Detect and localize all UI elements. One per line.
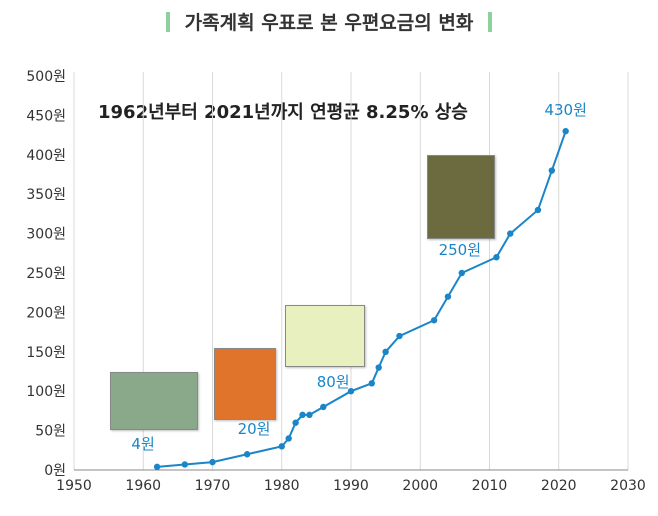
- data-label: 250원: [439, 241, 481, 259]
- data-point: [375, 364, 382, 371]
- x-tick-label: 1990: [333, 478, 369, 494]
- data-point: [534, 206, 542, 214]
- title-accent-bar-right: [488, 11, 493, 32]
- data-label: 4원: [131, 435, 154, 453]
- chart-subtitle: 1962년부터 2021년까지 연평균 8.25% 상승: [98, 102, 468, 123]
- data-point: [368, 380, 375, 387]
- chart-title-wrap: 가족계획 우표로 본 우편요금의 변화: [0, 8, 658, 35]
- data-point: [548, 167, 556, 174]
- y-tick-label: 50원: [35, 424, 66, 440]
- x-tick-label: 1970: [195, 478, 231, 494]
- title-accent-bar-left: [165, 11, 170, 32]
- x-tick-label: 1980: [264, 478, 300, 494]
- x-tick-label: 2010: [472, 478, 508, 494]
- y-tick-label: 350원: [26, 187, 66, 203]
- data-point: [347, 388, 355, 395]
- data-point: [382, 348, 389, 355]
- data-point: [181, 461, 188, 468]
- y-tick-label: 0원: [44, 463, 66, 479]
- y-tick-label: 100원: [26, 384, 66, 400]
- y-tick-label: 500원: [26, 69, 66, 85]
- x-tick-label: 1950: [56, 478, 92, 494]
- family-planning-stamp-1962: [110, 372, 198, 430]
- data-point: [285, 435, 292, 442]
- data-point: [562, 127, 569, 135]
- data-point: [430, 317, 438, 324]
- x-tick-label: 2000: [402, 478, 438, 494]
- x-tick-label: 1960: [125, 478, 161, 494]
- data-point: [306, 411, 313, 419]
- data-point: [292, 419, 299, 426]
- data-point: [320, 403, 327, 411]
- data-point: [396, 332, 403, 340]
- data-point: [278, 443, 285, 450]
- data-point: [299, 411, 306, 419]
- data-point: [493, 254, 500, 261]
- data-point: [507, 230, 514, 237]
- x-tick-label: 2030: [610, 478, 646, 494]
- family-planning-stamp-2005: [427, 155, 495, 239]
- y-tick-label: 200원: [26, 305, 66, 321]
- data-point: [153, 463, 161, 471]
- chart-title: 가족계획 우표로 본 우편요금의 변화: [184, 12, 474, 34]
- data-point: [243, 451, 251, 458]
- data-label: 430원: [544, 101, 586, 119]
- y-tick-label: 300원: [26, 227, 66, 243]
- x-tick-label: 2020: [541, 478, 577, 494]
- data-point: [444, 293, 452, 300]
- data-point: [209, 458, 216, 466]
- y-tick-label: 150원: [26, 345, 66, 361]
- family-planning-stamp-1976: [214, 348, 276, 420]
- y-tick-label: 250원: [26, 266, 66, 282]
- data-point: [458, 269, 465, 277]
- y-tick-label: 400원: [26, 148, 66, 164]
- y-tick-label: 450원: [26, 108, 66, 124]
- data-label: 80원: [317, 373, 350, 391]
- family-planning-stamp-1988: [285, 305, 365, 367]
- data-label: 20원: [238, 420, 271, 438]
